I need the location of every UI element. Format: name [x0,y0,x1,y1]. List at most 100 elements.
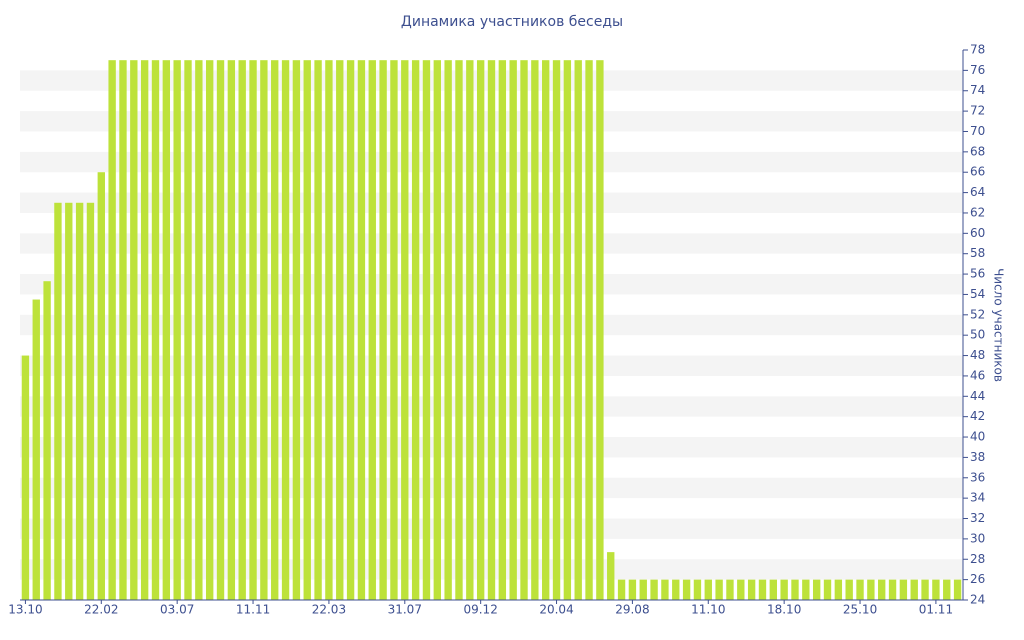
bar [455,60,463,601]
bar [195,60,203,601]
bar [411,60,420,601]
bar [823,579,832,600]
bar [140,60,149,601]
y-tick-label: 76 [970,63,985,77]
x-tick-label: 18.10 [767,603,801,617]
y-tick-label: 24 [970,593,985,607]
bar [346,60,355,601]
y-tick-label: 78 [970,43,985,57]
bar [867,579,875,600]
bar [542,60,550,601]
bar [54,202,62,600]
bar [812,579,821,600]
bar [715,579,723,600]
bar [75,202,84,600]
bar [498,60,507,601]
bar [422,60,431,601]
bar [693,579,702,600]
y-tick-label: 46 [970,368,985,382]
x-tick-label: 11.10 [691,603,725,617]
bar [531,60,539,601]
bar [780,579,788,600]
bar [325,60,333,601]
x-tick-label: 03.07 [160,603,194,617]
bar [856,579,864,600]
y-axis-title: Число участников [992,268,1006,382]
bar [357,60,366,601]
bar [173,60,181,601]
bar [314,60,322,601]
bar [292,60,301,601]
x-tick-label: 31.07 [388,603,422,617]
bar [433,60,441,601]
bar [682,579,691,600]
bar [444,60,452,601]
y-tick-label: 64 [970,185,985,199]
bar [791,579,799,600]
bar [878,579,886,600]
bar [65,202,73,600]
x-tick-label: 11.11 [236,603,270,617]
y-tick-label: 62 [970,205,985,219]
bar [563,60,572,601]
y-tick-label: 50 [970,328,985,342]
x-tick-label: 01.11 [919,603,953,617]
bar [43,281,51,600]
y-tick-label: 44 [970,389,985,403]
bar [227,60,236,601]
bar [932,579,940,600]
y-tick-label: 34 [970,491,985,505]
bar [845,579,853,600]
bar [758,579,767,600]
bar [596,60,604,601]
bar [390,60,398,601]
bar [487,60,496,601]
bar [617,579,626,600]
y-tick-label: 40 [970,430,985,444]
bar [368,60,376,601]
y-tick-label: 30 [970,531,985,545]
bar [249,60,257,601]
bar [552,60,561,601]
y-tick-label: 56 [970,267,985,281]
bar [86,202,95,600]
bar [672,579,680,600]
bar [21,355,30,600]
chart-title: Динамика участников беседы [401,14,623,30]
bar [509,60,517,601]
bar [661,579,669,600]
bar [747,579,756,600]
bar [737,579,745,600]
bar [704,579,712,600]
bar [162,60,171,601]
bar [899,579,908,600]
y-tick-label: 70 [970,124,985,138]
bar [260,60,268,601]
bar [585,60,593,601]
bar [271,60,279,601]
bar [130,60,138,601]
bar [726,579,734,600]
bar [910,579,918,600]
bar [205,60,214,601]
bar [466,60,474,601]
y-tick-label: 52 [970,307,985,321]
y-tick-label: 66 [970,165,985,179]
x-tick-label: 22.03 [312,603,346,617]
y-tick-label: 68 [970,144,985,158]
bar [476,60,485,601]
bar [953,579,962,600]
bar [834,579,843,600]
bar [650,579,658,600]
y-tick-label: 74 [970,83,985,97]
bar [97,172,105,600]
bar [628,579,637,600]
bar [802,579,810,600]
bar [520,60,528,601]
bar [769,579,778,600]
y-tick-label: 26 [970,572,985,586]
bar [336,60,344,601]
bar [888,579,897,600]
x-tick-label: 09.12 [463,603,497,617]
